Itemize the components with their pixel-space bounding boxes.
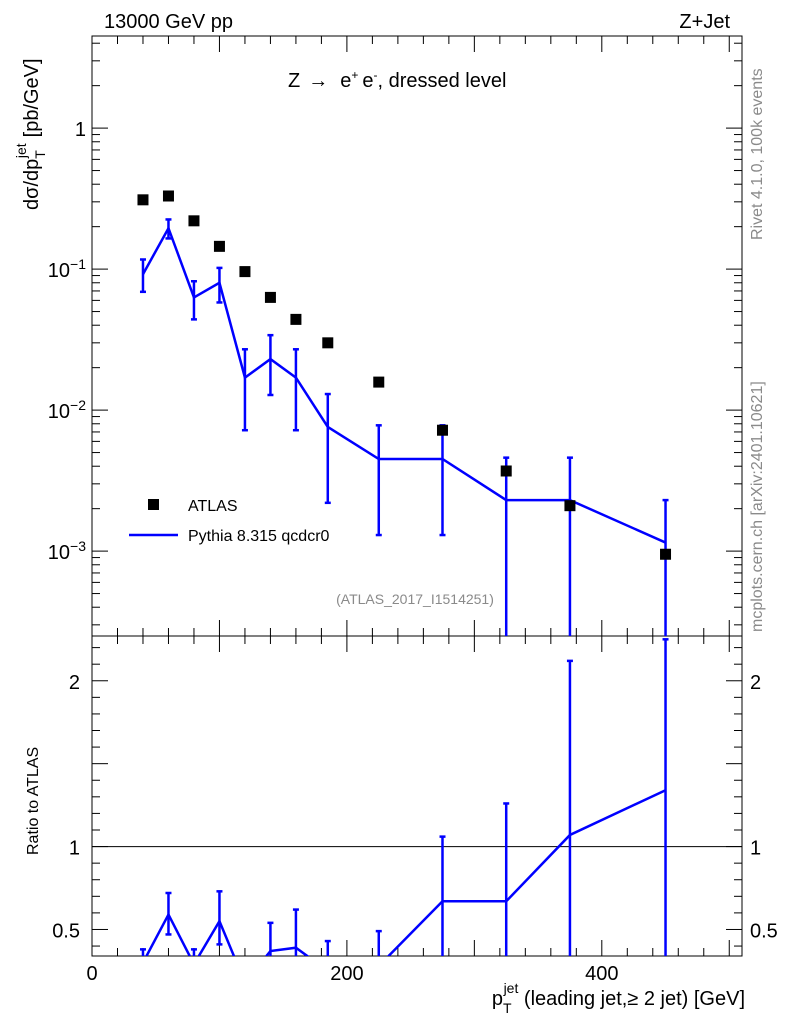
- header-right: Z+Jet: [679, 11, 730, 33]
- ratio-y-tick-label: 2: [69, 672, 80, 694]
- legend: ATLAS Pythia 8.315 qcdcr0: [129, 498, 330, 545]
- atlas-data-point: [322, 337, 334, 349]
- atlas-data-point: [436, 424, 448, 436]
- ratio-line: [145, 789, 667, 956]
- atlas-data-point: [137, 194, 149, 206]
- rivet-label: Rivet 4.1.0, 100k events: [749, 68, 766, 240]
- x-axis-label: pTjet (leading jet,≥ 2 jet) [GeV]: [492, 980, 745, 1016]
- ratio-y-tick-label-right: 0.5: [750, 920, 778, 942]
- legend-pythia-label: Pythia 8.315 qcdcr0: [188, 528, 330, 545]
- legend-atlas-label: ATLAS: [188, 498, 238, 515]
- mcplots-label: mcplots.cern.ch [arXiv:2401.10621]: [749, 381, 766, 632]
- ratio-y-tick-label-right: 1: [750, 838, 761, 860]
- ratio-y-tick-label: 0.5: [52, 920, 80, 942]
- atlas-data-point: [660, 548, 672, 560]
- atlas-data-point: [500, 465, 512, 477]
- ratio-panel-frame: [91, 635, 743, 957]
- atlas-data-point: [290, 313, 302, 325]
- atlas-data-point: [373, 376, 385, 388]
- ratio-y-tick-label: 1: [69, 838, 80, 860]
- y-tick-label: 10−2: [48, 397, 86, 423]
- x-tick-label: 400: [585, 963, 618, 985]
- atlas-data-point: [188, 215, 200, 227]
- atlas-data-point: [564, 500, 576, 512]
- ratio-y-axis-label: Ratio to ATLAS: [25, 747, 42, 855]
- ratio-plot-area: [139, 638, 669, 956]
- header-left: 13000 GeV pp: [104, 11, 233, 33]
- ratio-y-tick-label-right: 2: [750, 672, 761, 694]
- legend-atlas-marker: [148, 499, 159, 510]
- x-tick-label: 200: [330, 963, 363, 985]
- top-y-axis-label: dσ/dpTjet[pb/GeV]: [13, 58, 48, 210]
- top-panel-frame: [91, 35, 743, 637]
- y-tick-label: 1: [75, 119, 86, 141]
- atlas-data-point: [264, 291, 276, 303]
- x-tick-label: 0: [86, 963, 97, 985]
- atlas-data-point: [162, 190, 174, 202]
- mc-line: [141, 225, 667, 544]
- top-panel-title: Z → e+ e-, dressed level: [288, 68, 506, 92]
- y-tick-label: 10−1: [48, 256, 86, 282]
- y-tick-label: 10−3: [48, 538, 86, 564]
- atlas-data-point: [239, 266, 251, 278]
- plot-elements: 1 10−1 10−2 10−3 0 200 400 0.5 0.5 1 1 2 2: [48, 36, 778, 985]
- analysis-watermark: (ATLAS_2017_I1514251): [336, 591, 494, 607]
- top-plot-area: [137, 190, 672, 636]
- atlas-data-point: [213, 240, 225, 252]
